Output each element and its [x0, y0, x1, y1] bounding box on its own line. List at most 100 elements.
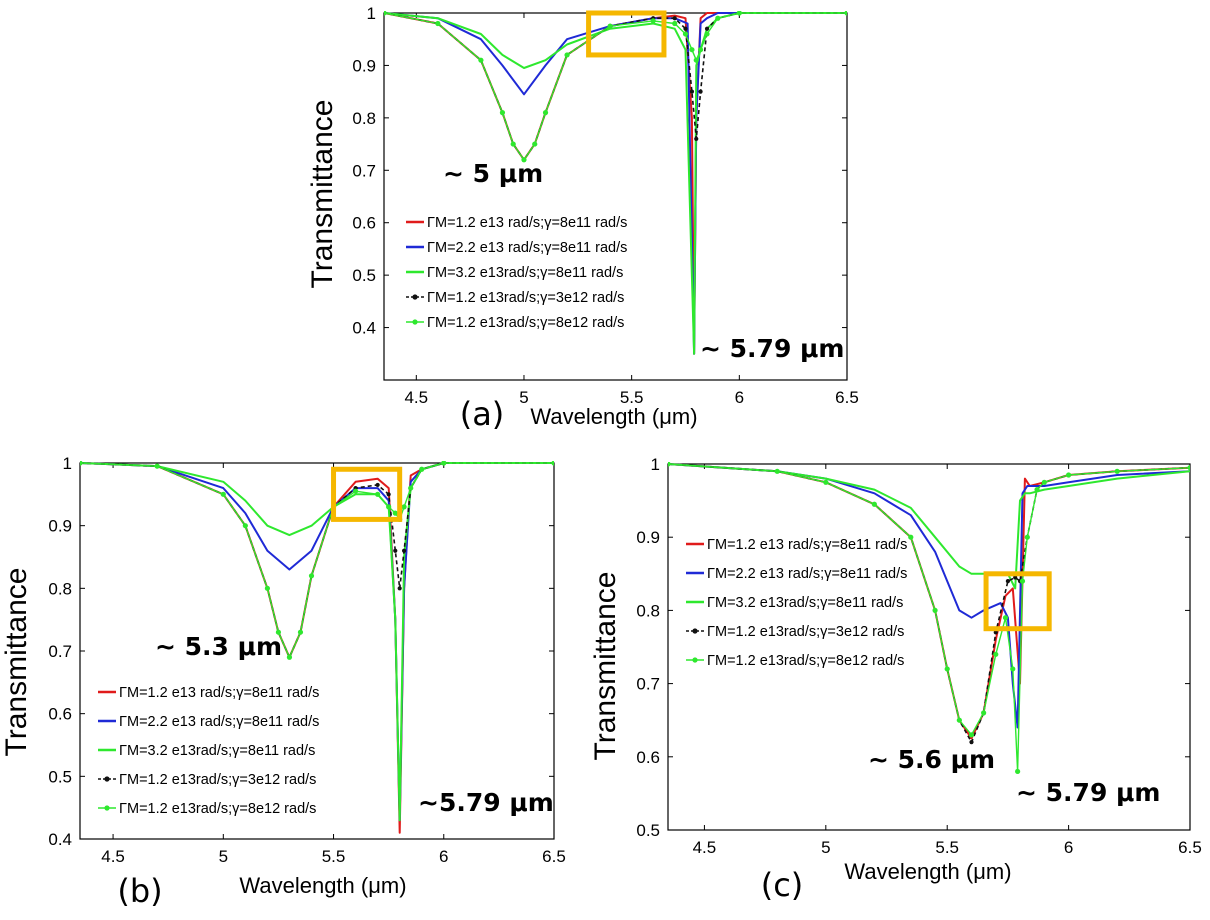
legend-entry: ΓM=1.2 e13 rad/s;γ=8e11 rad/s	[707, 537, 907, 553]
x-axis-label: Wavelength (μm)	[530, 404, 697, 429]
series-point	[704, 31, 710, 37]
x-tick-label: 5.5	[620, 388, 644, 407]
y-tick-label: 0.7	[636, 675, 660, 694]
series-point	[1019, 578, 1026, 584]
legend-marker	[104, 776, 110, 782]
y-tick-label: 0.7	[352, 161, 376, 180]
series-point	[275, 629, 282, 635]
series-point	[823, 479, 829, 485]
y-axis-label: Transmittance	[306, 100, 339, 289]
series-line-3	[80, 462, 554, 822]
series-point	[286, 654, 293, 660]
y-tick-label: 1	[63, 454, 72, 473]
series-point	[908, 534, 914, 540]
legend-entry: ΓM=1.2 e13rad/s;γ=3e12 rad/s	[119, 772, 316, 788]
panel-label: (b)	[117, 872, 162, 910]
series-point	[386, 492, 391, 497]
series-point	[871, 501, 877, 507]
series-point	[932, 607, 938, 614]
legend-marker	[104, 805, 110, 811]
series-point	[689, 89, 695, 94]
series-point	[264, 585, 270, 591]
series-point	[220, 491, 226, 497]
series-point	[683, 26, 688, 31]
y-axis-label: Transmittance	[0, 568, 33, 757]
x-tick-label: 5	[821, 838, 830, 857]
x-tick-label: 6.5	[542, 847, 566, 866]
series-point	[242, 523, 248, 529]
series-point	[510, 141, 516, 147]
series-point	[1002, 615, 1009, 621]
series-point	[1066, 472, 1072, 478]
peak-annotation: ~ 5 μm	[443, 159, 543, 188]
highlight-box	[331, 466, 403, 522]
y-tick-label: 0.6	[48, 705, 72, 724]
legend-entry: ΓM=1.2 e13rad/s;γ=8e12 rad/s	[427, 315, 624, 331]
y-tick-label: 1	[651, 455, 660, 474]
highlight-box	[983, 571, 1052, 632]
y-tick-label: 0.6	[636, 748, 660, 767]
y-tick-label: 0.5	[352, 266, 376, 285]
legend-marker	[692, 628, 698, 634]
series-point	[386, 504, 392, 510]
series-group	[668, 462, 1190, 775]
y-tick-label: 0.7	[48, 642, 72, 661]
series-point	[478, 57, 484, 63]
series-point	[698, 89, 703, 94]
legend: ΓM=1.2 e13 rad/s;γ=8e11 rad/s ΓM=2.2 e13 …	[98, 685, 319, 817]
y-tick-label: 0.9	[48, 517, 72, 536]
series-point	[80, 461, 83, 466]
legend-entry: ΓM=1.2 e13rad/s;γ=8e12 rad/s	[707, 653, 904, 669]
series-point	[650, 18, 656, 24]
series-point	[704, 26, 710, 31]
legend-entry: ΓM=2.2 e13 rad/s;γ=8e11 rad/s	[427, 240, 627, 256]
series-point	[401, 504, 407, 510]
series-point	[993, 651, 999, 657]
x-tick-label: 5	[519, 388, 528, 407]
legend-entry: ΓM=1.2 e13rad/s;γ=8e12 rad/s	[119, 801, 316, 817]
series-point	[308, 573, 315, 579]
legend-entry: ΓM=1.2 e13rad/s;γ=3e12 rad/s	[707, 624, 904, 640]
series-point	[542, 110, 549, 116]
series-line-5	[668, 463, 1190, 773]
legend-marker	[692, 657, 698, 663]
series-point	[1034, 487, 1040, 493]
series-point	[1013, 575, 1018, 580]
series-point	[956, 717, 962, 723]
series-point	[774, 468, 780, 474]
x-tick-label: 6.5	[1178, 838, 1202, 857]
series-point	[968, 732, 975, 738]
chart-panel-3: 4.5 5 5.5 6 6.5 0.5 0.6 0.7 0.8 0.9 1 Transmittance…	[589, 455, 1202, 904]
y-tick-label: 0.5	[48, 767, 72, 786]
peak-annotation: ~ 5.79 μm	[1016, 778, 1160, 807]
peak-annotation: ~ 5.6 μm	[868, 745, 995, 774]
series-line-4	[384, 12, 847, 161]
series-point	[715, 15, 721, 21]
y-tick-label: 0.4	[48, 830, 72, 849]
series-point	[397, 586, 402, 591]
series-point	[689, 47, 695, 53]
peak-annotation: ~ 5.3 μm	[155, 632, 282, 661]
series-point	[521, 157, 527, 163]
legend-entry: ΓM=1.2 e13 rad/s;γ=8e11 rad/s	[119, 685, 319, 701]
series-point	[392, 510, 398, 516]
series-point	[1187, 465, 1190, 471]
panel-label: (a)	[460, 395, 505, 433]
series-point	[393, 548, 398, 553]
legend: ΓM=1.2 e13 rad/s;γ=8e11 rad/s ΓM=2.2 e13 …	[406, 215, 627, 331]
series-line-2	[80, 462, 554, 822]
series-point	[944, 666, 950, 672]
y-axis-label: Transmittance	[589, 572, 622, 761]
legend-marker	[412, 294, 418, 300]
x-tick-label: 6.5	[835, 388, 859, 407]
series-point	[154, 463, 160, 469]
peak-annotation: ~ 5.79 μm	[700, 334, 844, 363]
legend-entry: ΓM=2.2 e13 rad/s;γ=8e11 rad/s	[119, 714, 319, 730]
series-point	[401, 548, 407, 553]
plot-area	[667, 463, 1191, 831]
legend-entry: ΓM=1.2 e13rad/s;γ=3e12 rad/s	[427, 290, 624, 306]
series-point	[693, 57, 699, 63]
series-point	[375, 482, 380, 488]
y-tick-label: 0.5	[636, 821, 660, 840]
series-point	[672, 20, 678, 27]
